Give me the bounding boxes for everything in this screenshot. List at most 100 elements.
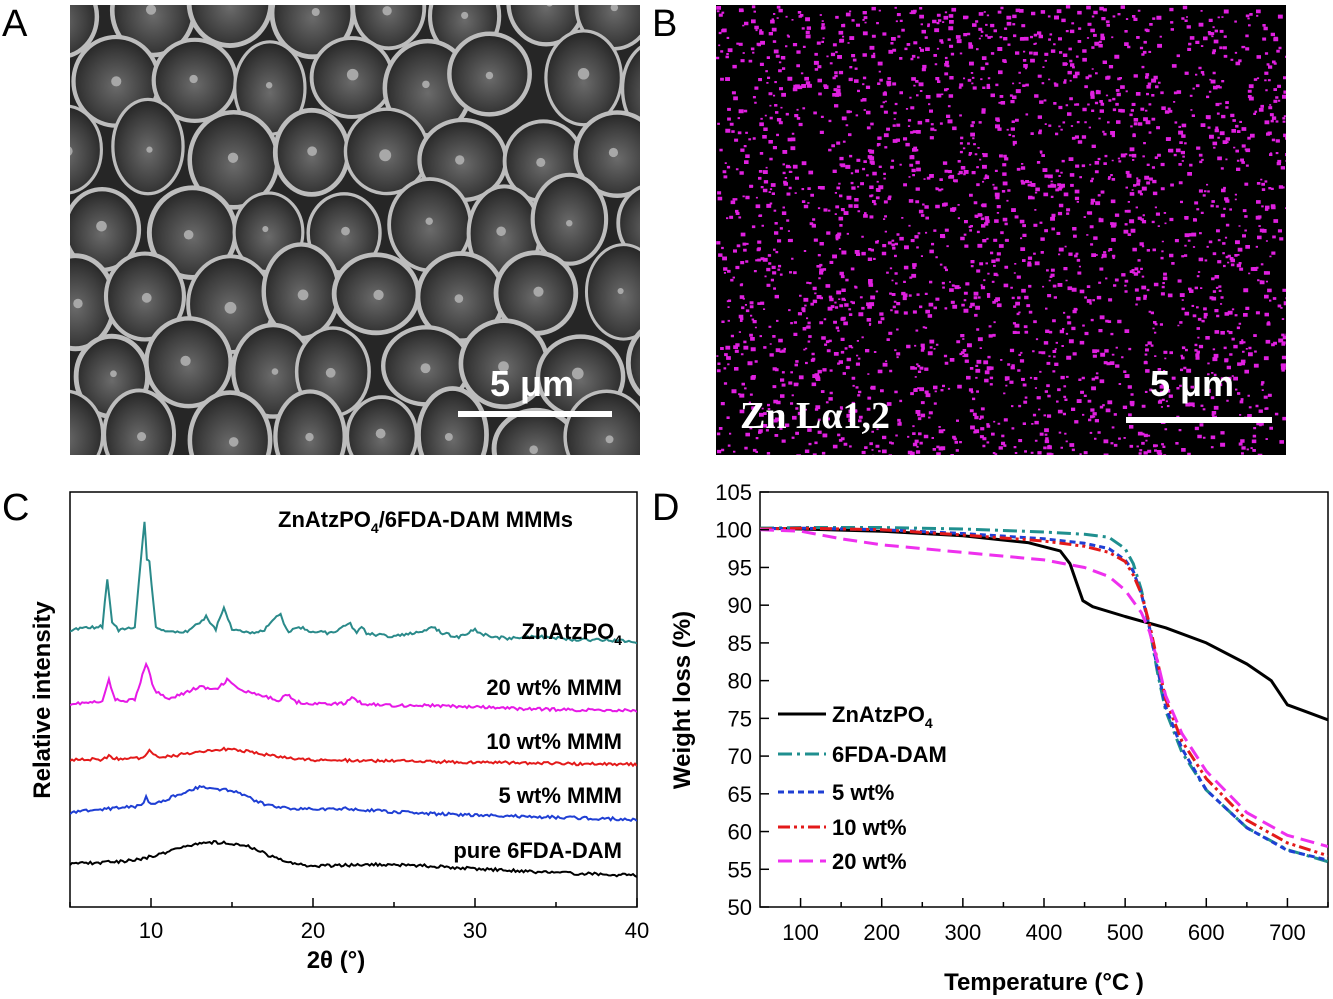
panel-c-trace-labels: ZnAtzPO4 20 wt% MMM 10 wt% MMM 5 wt% MMM pur…: [453, 619, 622, 863]
sem-cell-core: [180, 355, 191, 367]
sem-cell: [625, 329, 640, 397]
sem-cell-core: [96, 220, 107, 232]
sem-cell-core: [425, 217, 433, 225]
ytick-label: 50: [728, 895, 752, 920]
panel-d-ylabel: Weight loss (%): [669, 611, 696, 789]
sem-cell-core: [59, 431, 66, 438]
panel-c-xticks: 10 20 30 40: [69, 898, 649, 943]
panel-d-label: D: [652, 487, 679, 529]
xtick-label: 500: [1107, 920, 1144, 945]
sem-cell-core: [111, 76, 122, 87]
tga-curve: [760, 526, 1328, 862]
sem-cell: [187, 390, 273, 455]
tga-curve: [760, 528, 1328, 849]
xrd-trace: [70, 746, 637, 768]
legend-label: 20 wt%: [832, 849, 907, 874]
sem-cell: [584, 243, 640, 341]
ytick-label: 100: [715, 518, 752, 543]
sem-cell-core: [228, 0, 237, 4]
sem-cell-core: [566, 219, 573, 227]
xrd-trace-label: pure 6FDA-DAM: [453, 838, 622, 863]
xrd-trace: [70, 661, 637, 713]
sem-cell-core: [617, 287, 624, 295]
sem-cell: [563, 389, 640, 455]
sem-cell-core: [444, 433, 453, 441]
tga-curve: [760, 526, 1328, 864]
xrd-trace-label: 10 wt% MMM: [486, 729, 622, 754]
sem-cell-texture: [59, 0, 670, 455]
sem-cell: [111, 97, 185, 196]
panel-a-label: A: [2, 3, 28, 45]
sem-cell-core: [610, 5, 619, 12]
sem-cell-core: [325, 367, 336, 378]
sem-cell-core: [605, 435, 614, 444]
sem-cell-core: [311, 7, 320, 17]
xtick-label: 20: [301, 918, 325, 943]
ytick-label: 105: [715, 480, 752, 505]
panel-d-xlabel: Temperature (°C ): [944, 969, 1144, 996]
legend-label: 6FDA-DAM: [832, 742, 947, 767]
panel-d-series: [760, 526, 1328, 864]
sem-image: [59, 0, 670, 455]
sem-cell-core: [420, 363, 431, 374]
sem-cell-core: [455, 155, 465, 165]
sem-cell-core: [146, 146, 153, 153]
sem-cell-core: [224, 301, 237, 314]
ytick-label: 70: [728, 744, 752, 769]
xrd-trace-label: ZnAtzPO4: [521, 619, 622, 648]
sem-cell-core: [533, 286, 544, 297]
sem-cell: [70, 389, 105, 455]
legend-label: 10 wt%: [832, 815, 907, 840]
sem-cell-core: [454, 294, 464, 303]
panel-d-yticks: 50 55 60 65 70 75 80 85 90 95 100 105: [715, 480, 769, 920]
sem-cell-core: [485, 71, 494, 80]
ytick-label: 60: [728, 820, 752, 845]
sem-cell-core: [379, 149, 392, 162]
sem-cell-core: [297, 289, 309, 301]
xrd-trace: [70, 784, 637, 822]
sem-cell: [573, 110, 640, 198]
sem-cell: [351, 5, 427, 51]
xtick-label: 10: [139, 918, 163, 943]
xtick-label: 200: [863, 920, 900, 945]
xtick-label: 400: [1026, 920, 1063, 945]
xrd-trace: [70, 521, 637, 645]
edx-zn-signal: [716, 5, 1286, 455]
sem-cell: [70, 104, 103, 195]
sem-cell-core: [422, 80, 430, 89]
sem-cell: [506, 5, 586, 47]
sem-cell: [273, 389, 347, 455]
xtick-label: 30: [463, 918, 487, 943]
panel-c-axes: [69, 491, 638, 908]
xrd-trace-label: 20 wt% MMM: [486, 675, 622, 700]
sem-cell: [102, 388, 176, 455]
sem-cell-core: [262, 226, 269, 233]
xtick-label: 100: [782, 920, 819, 945]
sem-cell-core: [70, 146, 73, 156]
sem-cell-core: [498, 361, 509, 372]
xtick-label: 700: [1269, 920, 1306, 945]
sem-cell: [530, 172, 609, 266]
sem-cell-core: [655, 84, 665, 94]
panel-d-axes: [759, 491, 1329, 908]
sem-cell-core: [73, 298, 83, 309]
sem-cell-core: [341, 226, 350, 236]
sem-cell-core: [643, 215, 655, 227]
sem-cell-core: [145, 5, 157, 15]
sem-cell-core: [662, 363, 670, 371]
panel-c-label: C: [2, 487, 29, 529]
sem-cell-core: [110, 370, 117, 378]
legend-label: ZnAtzPO4: [832, 702, 933, 731]
xtick-label: 300: [944, 920, 981, 945]
xtick-label: 40: [625, 918, 649, 943]
panel-b-scale-bar-label: 5 μm: [1150, 363, 1234, 404]
ytick-label: 95: [728, 555, 752, 580]
xrd-trace-label: 5 wt% MMM: [499, 783, 622, 808]
tga-curve: [760, 526, 1328, 722]
ytick-label: 80: [728, 669, 752, 694]
legend-label: 5 wt%: [832, 780, 894, 805]
panel-a-scale-bar-label: 5 μm: [490, 363, 574, 404]
sem-cell-core: [271, 368, 279, 375]
sem-cell-core: [183, 229, 194, 240]
tga-curve: [760, 526, 1328, 858]
